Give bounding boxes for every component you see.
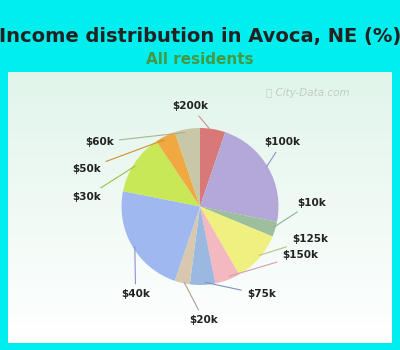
Wedge shape — [122, 191, 200, 281]
Text: $20k: $20k — [184, 282, 218, 325]
Wedge shape — [123, 141, 200, 206]
Text: Income distribution in Avoca, NE (%): Income distribution in Avoca, NE (%) — [0, 27, 400, 46]
Wedge shape — [175, 128, 200, 206]
Text: $60k: $60k — [85, 132, 185, 147]
Text: Ⓜ City-Data.com: Ⓜ City-Data.com — [266, 89, 349, 98]
Wedge shape — [175, 206, 200, 284]
Wedge shape — [156, 132, 200, 206]
Wedge shape — [200, 132, 278, 222]
Text: All residents: All residents — [146, 52, 254, 67]
Text: $125k: $125k — [259, 234, 328, 255]
Wedge shape — [190, 206, 215, 285]
Text: $40k: $40k — [121, 247, 150, 299]
Text: $100k: $100k — [264, 137, 300, 167]
Wedge shape — [200, 206, 277, 237]
Text: $50k: $50k — [72, 140, 164, 174]
Wedge shape — [200, 128, 225, 206]
Wedge shape — [200, 206, 239, 284]
Wedge shape — [200, 206, 272, 274]
Text: $10k: $10k — [274, 198, 326, 227]
Text: $30k: $30k — [72, 166, 135, 202]
Text: $75k: $75k — [205, 282, 276, 299]
Text: $200k: $200k — [172, 101, 210, 130]
Text: $150k: $150k — [229, 250, 318, 276]
